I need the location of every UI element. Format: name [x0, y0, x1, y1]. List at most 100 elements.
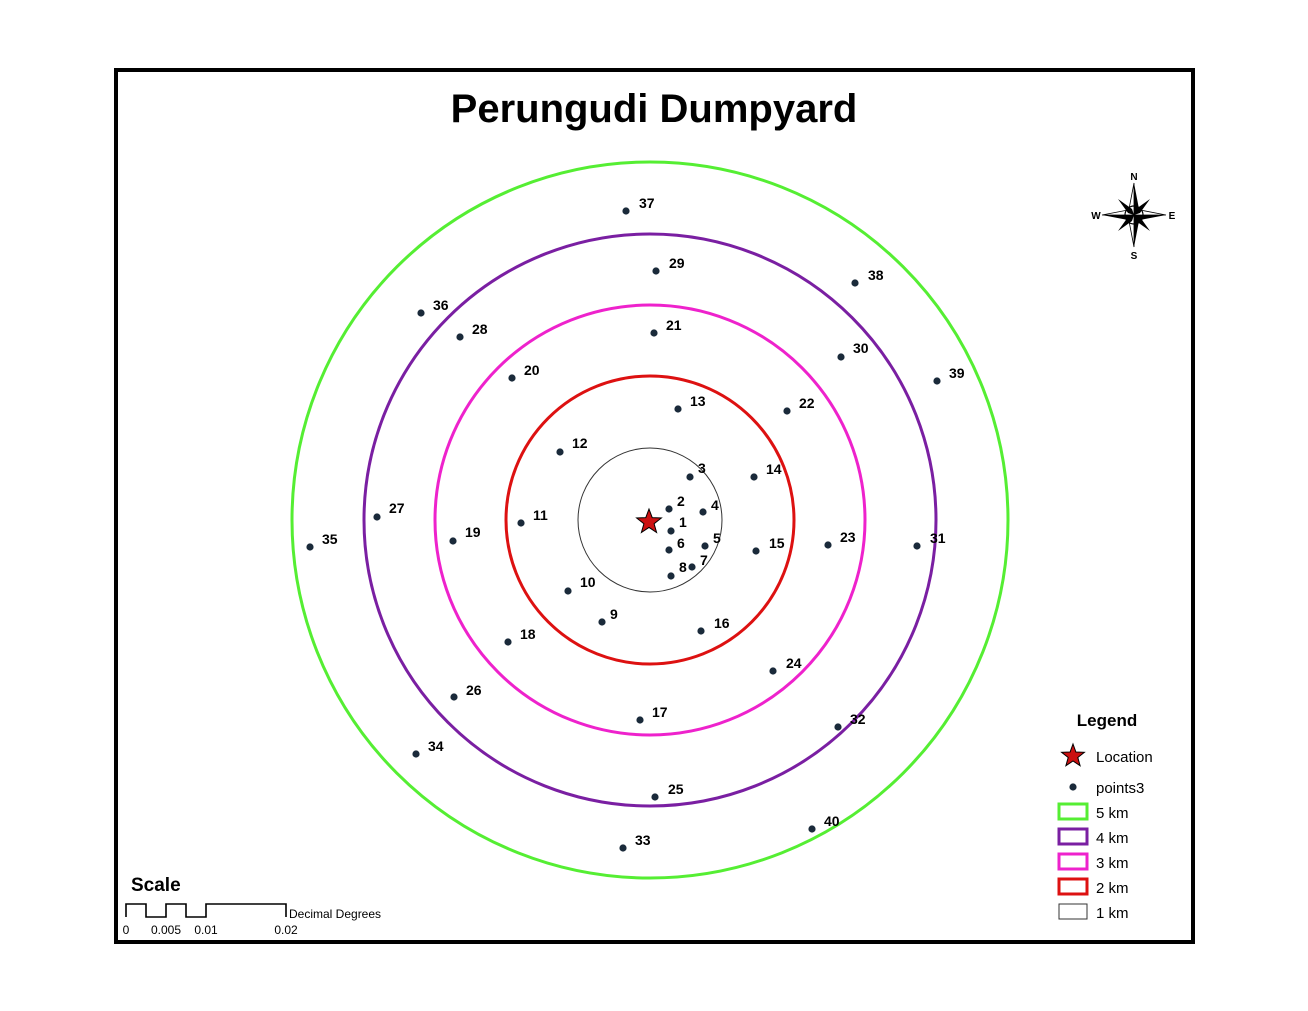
sample-point-label: 36 [433, 297, 449, 313]
legend-location-star-icon [1060, 742, 1086, 767]
sample-point-30 [837, 353, 845, 361]
legend-swatch-1km [1058, 903, 1088, 920]
sample-point-label: 22 [799, 395, 815, 411]
sample-point-label: 20 [524, 362, 540, 378]
compass-east-label: E [1169, 211, 1176, 222]
sample-point-label: 15 [769, 535, 785, 551]
buffer-ring-5km [290, 160, 1010, 880]
scale-bar: Scale Decimal Degrees 0 0.005 0.01 0.02 [123, 875, 381, 937]
sample-point-37 [622, 207, 630, 215]
legend-title: Legend [1077, 711, 1137, 730]
sample-point-label: 40 [824, 813, 840, 829]
legend-item-label: 5 km [1096, 805, 1129, 822]
sample-point-label: 37 [639, 195, 655, 211]
sample-point-11 [517, 519, 525, 527]
sample-point-21 [650, 329, 658, 337]
sample-point-13 [674, 405, 682, 413]
buffer-rings [290, 160, 1010, 880]
sample-point-label: 26 [466, 682, 482, 698]
legend-item-label: 1 km [1096, 905, 1129, 922]
scale-tick-label: 0.005 [151, 923, 181, 937]
sample-point-5 [701, 542, 709, 550]
scale-tick-label: 0 [123, 923, 130, 937]
sample-point-label: 9 [610, 606, 618, 622]
sample-point-25 [651, 793, 659, 801]
sample-point-31 [913, 542, 921, 550]
sample-point-label: 25 [668, 781, 684, 797]
legend-item-label: points3 [1096, 780, 1144, 797]
map-title: Perungudi Dumpyard [451, 87, 858, 131]
sample-point-12 [556, 448, 564, 456]
sample-point-8 [667, 572, 675, 580]
sample-point-label: 14 [766, 461, 782, 477]
sample-point-35 [306, 543, 314, 551]
compass-south-label: S [1131, 251, 1138, 262]
sample-point-label: 12 [572, 435, 588, 451]
scale-tick-label: 0.01 [194, 923, 218, 937]
sample-point-18 [504, 638, 512, 646]
sample-point-40 [808, 825, 816, 833]
legend-swatch-2km [1057, 877, 1089, 896]
sample-point-4 [699, 508, 707, 516]
sample-point-label: 1 [679, 514, 687, 530]
scale-bar-ruler [125, 903, 287, 918]
sample-point-23 [824, 541, 832, 549]
sample-point-3 [686, 473, 694, 481]
sample-point-label: 19 [465, 524, 481, 540]
sample-point-label: 24 [786, 655, 802, 671]
sample-point-label: 6 [677, 535, 685, 551]
sample-point-36 [417, 309, 425, 317]
sample-point-16 [697, 627, 705, 635]
scale-units: Decimal Degrees [289, 907, 381, 921]
sample-point-17 [636, 716, 644, 724]
scale-tick-label: 0.02 [274, 923, 298, 937]
legend-item-label: Location [1096, 749, 1153, 766]
sample-point-label: 16 [714, 615, 730, 631]
sample-point-label: 11 [533, 507, 548, 523]
legend-swatch-4km [1057, 827, 1089, 846]
legend-swatch-3km [1057, 852, 1089, 871]
sample-point-20 [508, 374, 516, 382]
legend-point-icon [1069, 783, 1077, 791]
sample-point-22 [783, 407, 791, 415]
sample-point-label: 21 [666, 317, 682, 333]
sample-point-label: 3 [698, 460, 706, 476]
buffer-ring-1km [577, 447, 723, 593]
sample-point-label: 23 [840, 529, 856, 545]
sample-point-10 [564, 587, 572, 595]
buffer-ring-4km [362, 232, 938, 808]
sample-point-label: 8 [679, 559, 687, 575]
sample-point-label: 32 [850, 711, 866, 727]
sample-point-label: 31 [930, 530, 946, 546]
compass-north-label: N [1130, 172, 1137, 183]
sample-point-9 [598, 618, 606, 626]
buffer-ring-3km [433, 303, 867, 737]
sample-point-6 [665, 546, 673, 554]
sample-point-label: 29 [669, 255, 685, 271]
location-star-icon [635, 507, 663, 534]
sample-point-39 [933, 377, 941, 385]
sample-point-29 [652, 267, 660, 275]
sample-point-label: 18 [520, 626, 536, 642]
legend-item-label: 2 km [1096, 880, 1129, 897]
legend-item-label: 4 km [1096, 830, 1129, 847]
sample-point-33 [619, 844, 627, 852]
location-marker [635, 507, 663, 534]
sample-point-label: 39 [949, 365, 965, 381]
scale-title: Scale [131, 875, 181, 896]
legend-swatch-5km [1057, 802, 1089, 821]
compass-west-label: W [1091, 211, 1101, 222]
sample-point-label: 27 [389, 500, 405, 516]
sample-point-label: 7 [700, 552, 708, 568]
sample-point-label: 38 [868, 267, 884, 283]
sample-point-27 [373, 513, 381, 521]
sample-point-7 [688, 563, 696, 571]
sample-point-14 [750, 473, 758, 481]
sample-point-15 [752, 547, 760, 555]
sample-point-label: 4 [711, 497, 719, 513]
sample-point-label: 2 [677, 493, 685, 509]
sample-point-label: 5 [713, 530, 721, 546]
sample-point-24 [769, 667, 777, 675]
sample-point-label: 17 [652, 704, 668, 720]
